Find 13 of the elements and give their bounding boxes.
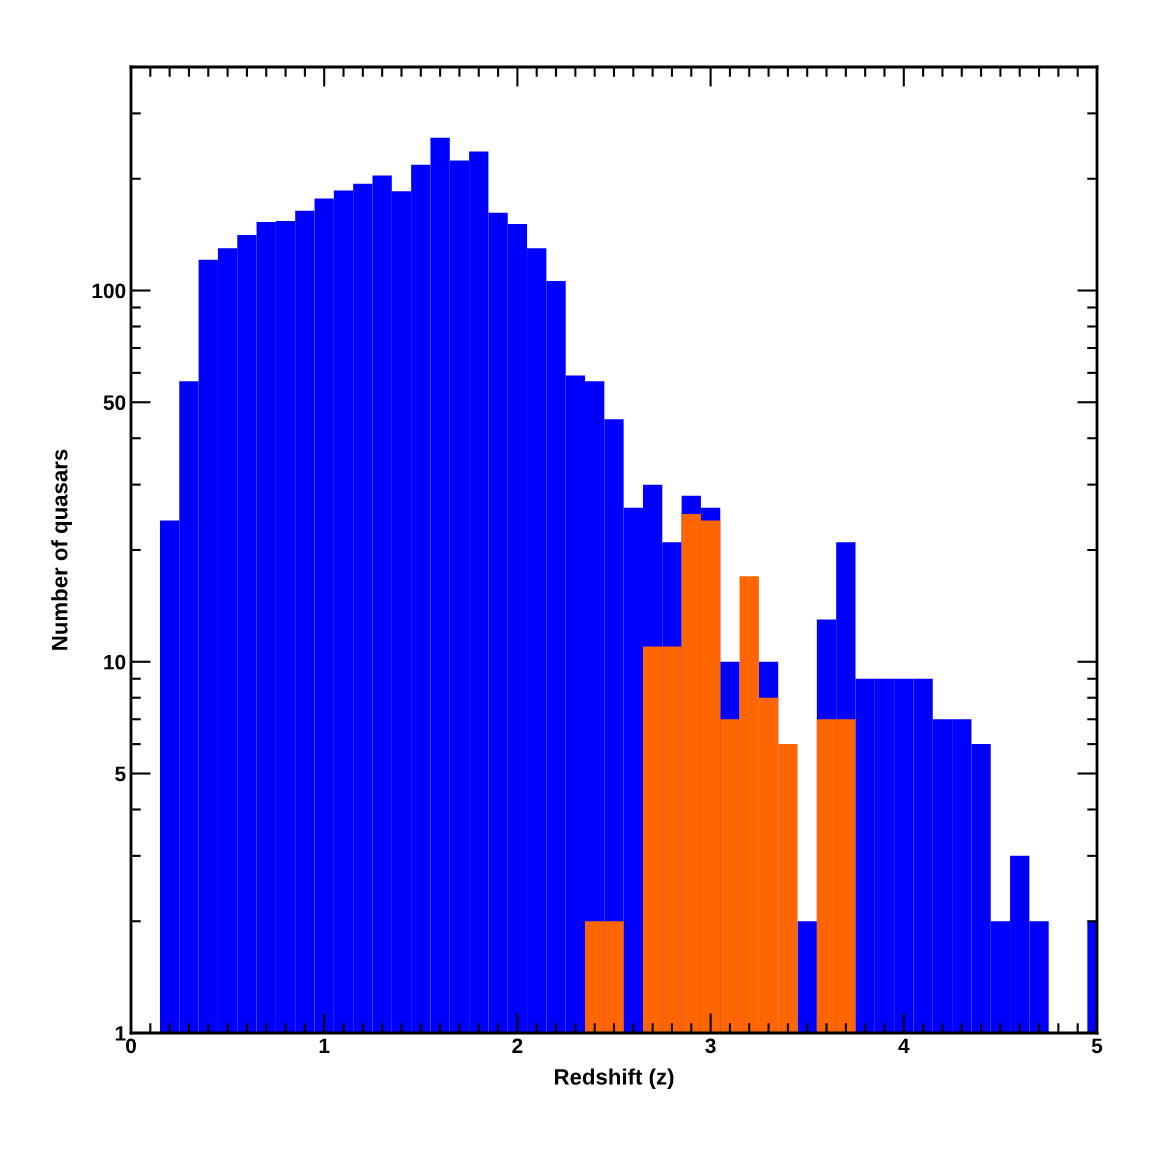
x-tick-label: 0 [126,1038,136,1054]
x-tick-label: 4 [898,1038,910,1053]
x-tick-label: 1 [319,1038,330,1053]
y-tick-label: 1 [115,1026,126,1041]
x-tick-label: 3 [705,1038,716,1054]
x-tick-label: 5 [1091,1038,1103,1054]
y-tick-label: 10 [104,654,126,670]
y-tick-label: 50 [103,395,126,411]
x-tick-label: 2 [512,1038,523,1053]
y-axis-title: Number of quasars [51,449,72,650]
y-tick-label: 100 [92,283,126,299]
x-axis-title: Redshift (z) [555,1068,674,1090]
y-tick-label: 5 [115,766,126,782]
